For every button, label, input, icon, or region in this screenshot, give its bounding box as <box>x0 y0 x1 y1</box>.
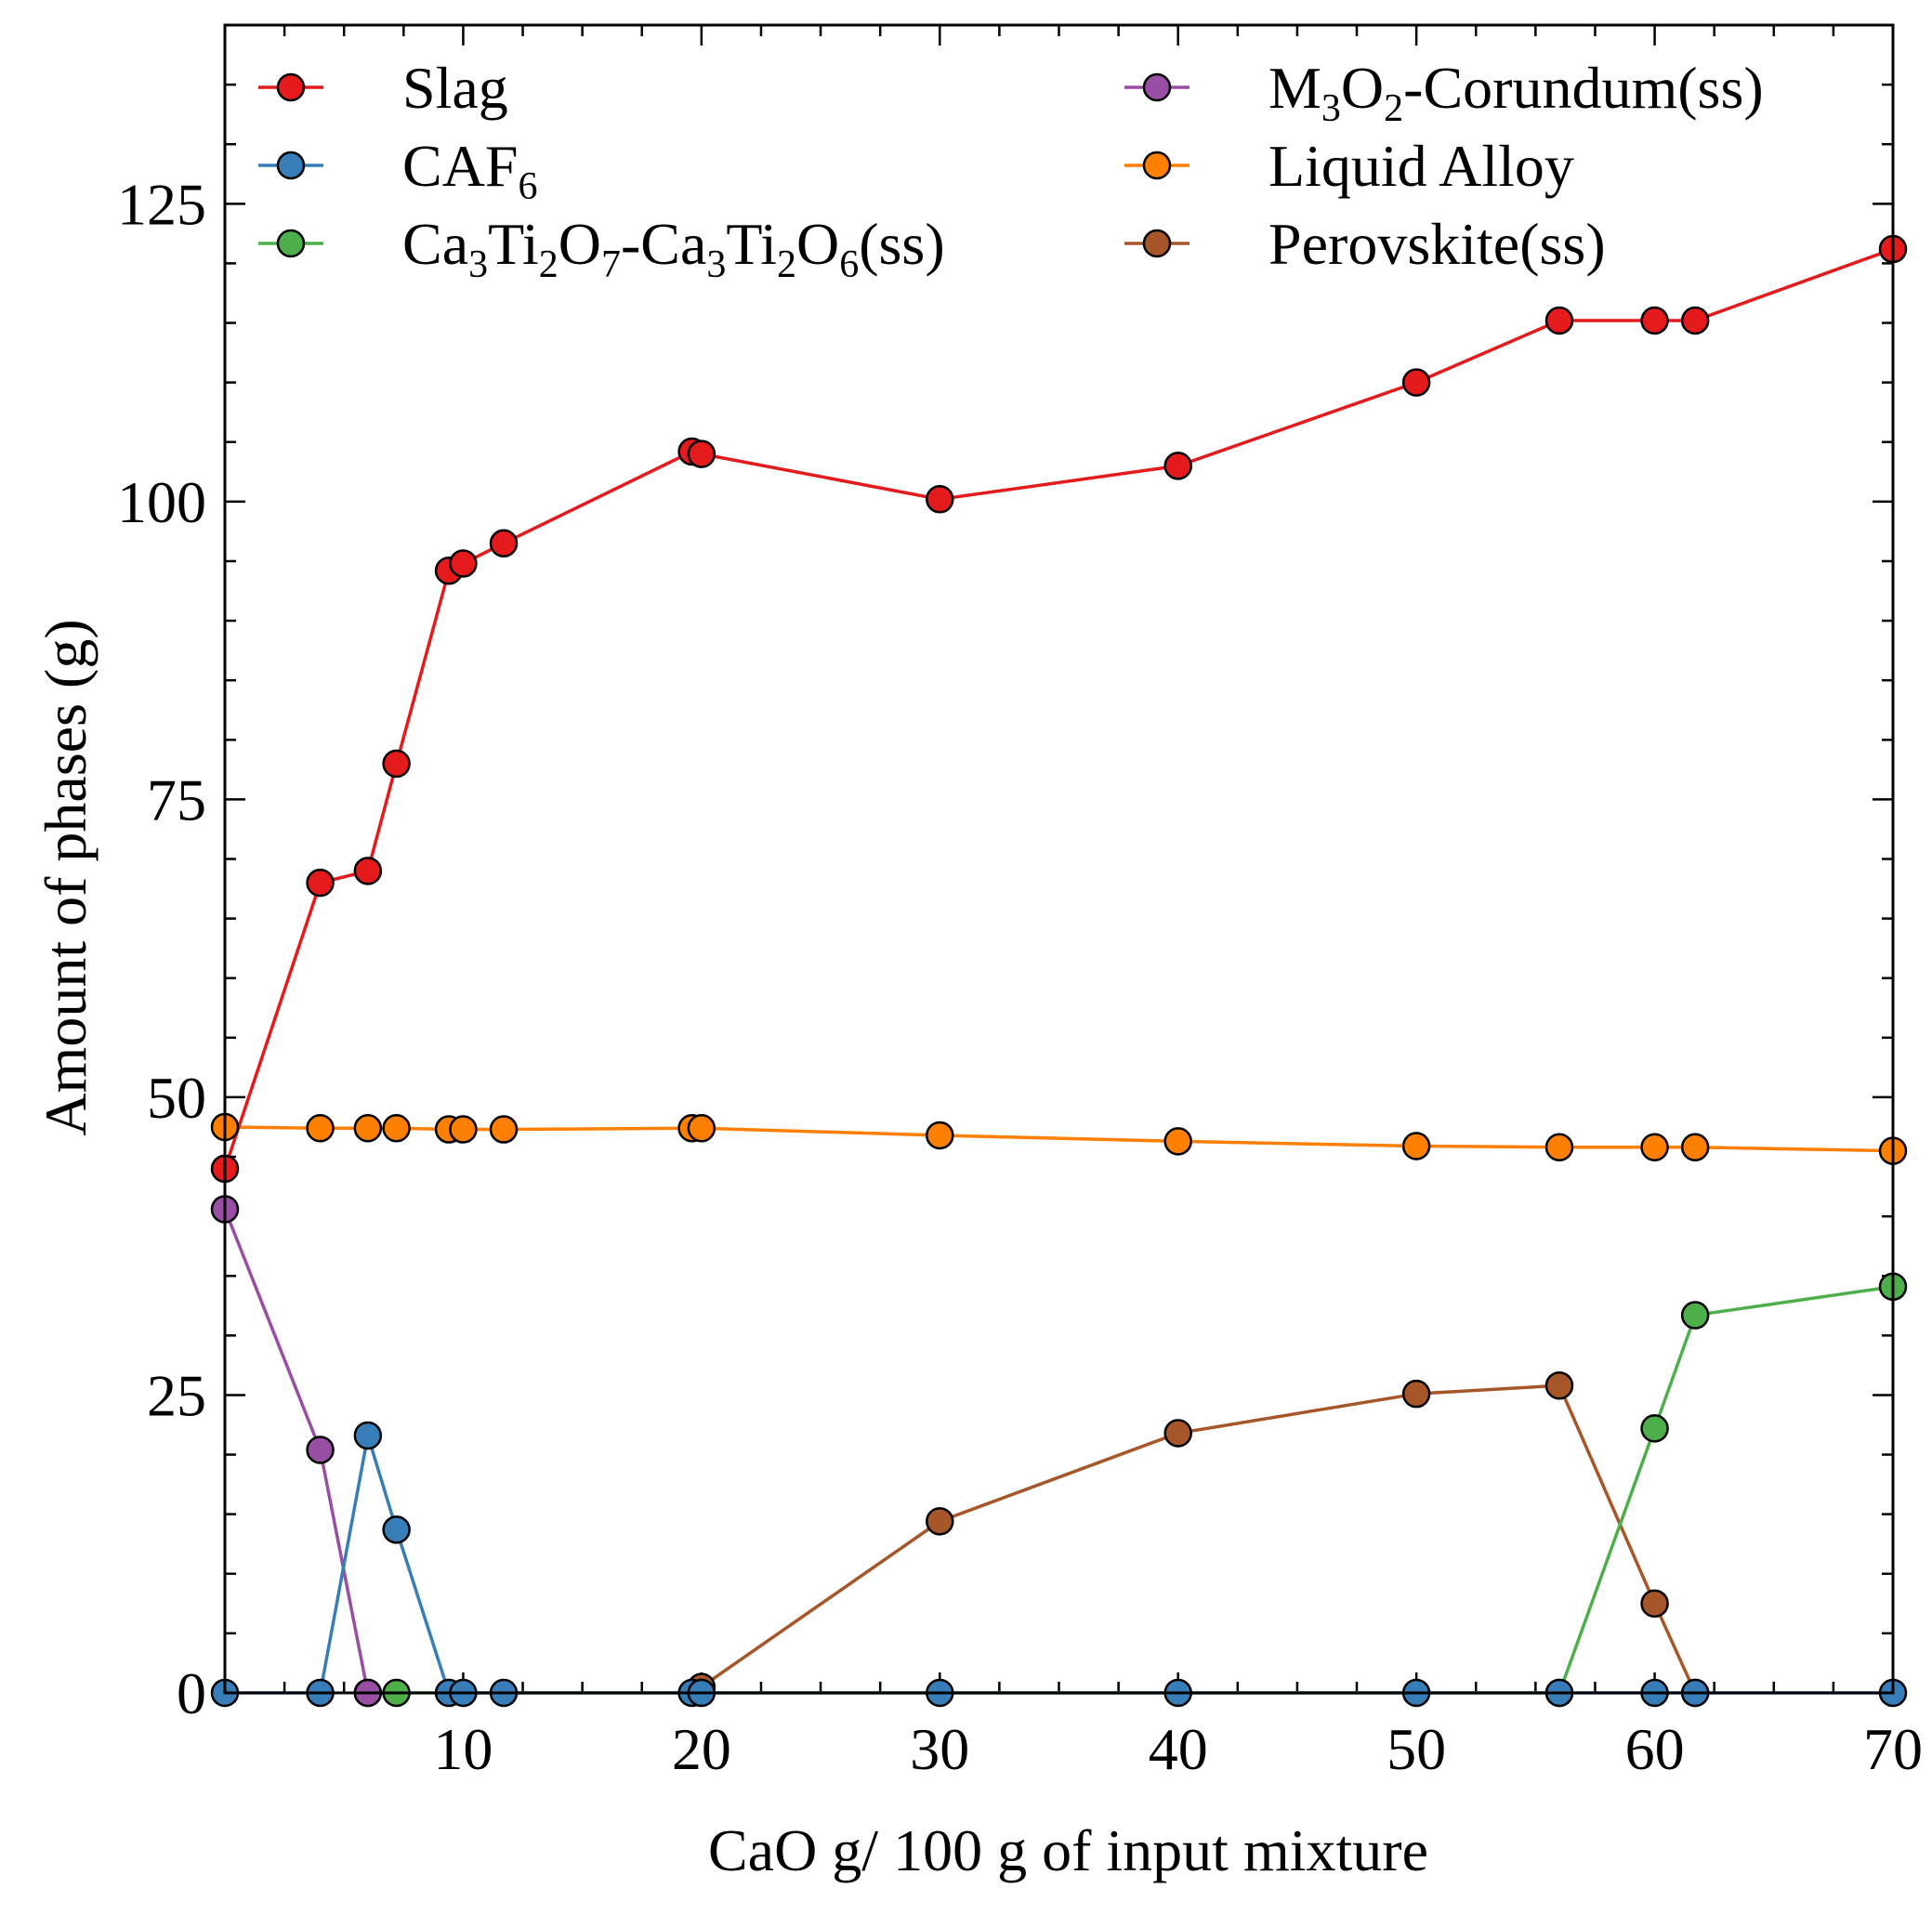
data-point-slag <box>1640 306 1669 335</box>
data-point-slag <box>353 857 383 885</box>
legend-marker-perovskite-ss <box>1142 229 1172 258</box>
legend-label-perovskite-ss: Perovskite(ss) <box>1268 211 1606 277</box>
series-line-m3o2-corundum-ss <box>223 1208 370 1694</box>
series-line-caf6 <box>225 1435 1893 1695</box>
x-tick-label: 10 <box>433 1716 493 1782</box>
y-tick-label: 0 <box>177 1660 206 1726</box>
data-point-perovskite-ss <box>1640 1589 1669 1619</box>
data-point-caf6 <box>353 1421 383 1450</box>
data-point-perovskite-ss <box>1401 1379 1431 1409</box>
y-tick-label: 25 <box>147 1362 206 1428</box>
data-point-slag <box>1163 452 1192 480</box>
x-tick-label: 30 <box>910 1716 969 1782</box>
legend-marker-caf6 <box>276 151 306 180</box>
data-point-liquid-alloy <box>1640 1133 1669 1162</box>
data-point-liquid-alloy <box>489 1115 519 1144</box>
data-point-liquid-alloy <box>1544 1133 1574 1162</box>
data-point-liquid-alloy <box>306 1114 335 1143</box>
x-tick-label: 60 <box>1625 1716 1685 1782</box>
legend-marker-liquid-alloy <box>1142 151 1172 180</box>
y-tick-label: 100 <box>117 469 206 535</box>
data-point-liquid-alloy <box>1680 1133 1710 1162</box>
x-axis-title: CaO g/ 100 g of input mixture <box>708 1817 1428 1883</box>
legend-label-m3o2-corundum-ss: M3O2-Corundum(ss) <box>1268 55 1764 130</box>
legend-marker-ca3ti2o7-ca3ti2o6-ss <box>276 229 306 258</box>
series-lines <box>223 247 1894 1695</box>
legend-label-liquid-alloy: Liquid Alloy <box>1268 133 1574 199</box>
data-point-slag <box>382 749 411 779</box>
legend-marker-m3o2-corundum-ss <box>1142 72 1172 102</box>
series-markers <box>210 234 1908 1708</box>
data-point-ca3ti2o7-ca3ti2o6-ss <box>1680 1301 1710 1330</box>
series-line-slag <box>223 247 1894 1170</box>
data-point-slag <box>449 549 478 578</box>
data-point-liquid-alloy <box>1163 1127 1192 1156</box>
data-point-perovskite-ss <box>1163 1419 1192 1448</box>
y-axis-title: Amount of phases (g) <box>33 619 99 1135</box>
data-point-m3o2-corundum-ss <box>306 1436 335 1464</box>
series-line-ca3ti2o7-ca3ti2o6-ss <box>367 1285 1894 1695</box>
legend-label-ca3ti2o7-ca3ti2o6-ss: Ca3Ti2O7-Ca3Ti2O6(ss) <box>402 211 945 286</box>
data-point-liquid-alloy <box>687 1114 716 1143</box>
data-point-ca3ti2o7-ca3ti2o6-ss <box>1640 1414 1669 1443</box>
data-point-liquid-alloy <box>449 1115 478 1144</box>
data-point-liquid-alloy <box>353 1114 383 1143</box>
plot-frame <box>223 23 1895 1695</box>
minor-ticks <box>225 25 1893 1693</box>
x-tick-label: 20 <box>672 1716 731 1782</box>
x-tick-label: 50 <box>1387 1716 1446 1782</box>
series-line-perovskite-ss <box>700 1383 1697 1694</box>
legend-label-slag: Slag <box>402 55 508 121</box>
data-point-slag <box>1544 306 1574 335</box>
y-tick-label: 125 <box>117 171 206 237</box>
legend-marker-slag <box>276 72 306 102</box>
data-point-liquid-alloy <box>1401 1132 1431 1160</box>
legend-label-caf6: CAF6 <box>402 133 538 208</box>
data-point-slag <box>1401 368 1431 397</box>
data-point-perovskite-ss <box>926 1507 954 1536</box>
y-axis-ticks: 0 25 50 75 100 125 <box>117 171 206 1726</box>
y-tick-label: 75 <box>147 767 206 832</box>
x-axis-ticks: 10 20 30 40 50 60 70 <box>433 1716 1923 1782</box>
data-point-slag <box>489 529 519 557</box>
data-point-caf6 <box>382 1515 411 1544</box>
data-point-slag <box>1680 306 1710 335</box>
x-tick-label: 70 <box>1863 1716 1923 1782</box>
data-point-slag <box>306 868 335 898</box>
x-tick-label: 40 <box>1149 1716 1208 1782</box>
data-point-slag <box>687 439 716 468</box>
data-point-perovskite-ss <box>1544 1370 1574 1400</box>
data-point-liquid-alloy <box>382 1114 411 1143</box>
data-point-slag <box>926 485 954 514</box>
y-tick-label: 50 <box>147 1065 206 1131</box>
data-point-liquid-alloy <box>926 1121 954 1150</box>
